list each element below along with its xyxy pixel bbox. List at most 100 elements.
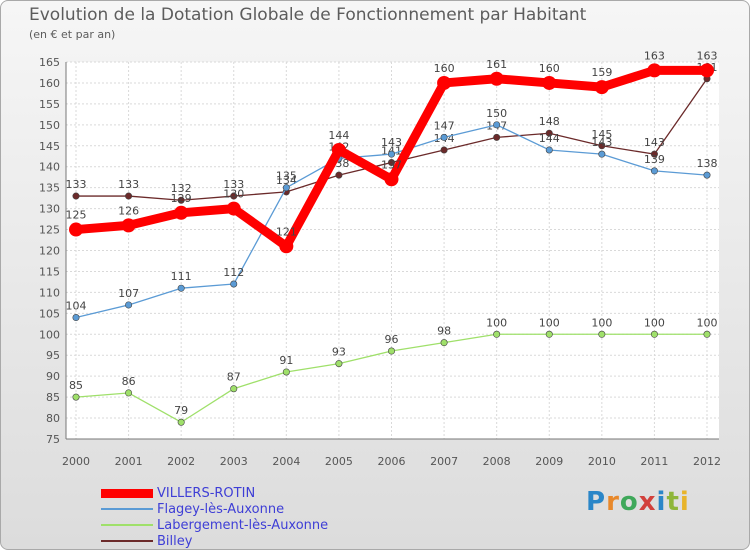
data-point-flagey-l-s-auxonne <box>703 171 711 179</box>
data-point-billey <box>493 133 501 141</box>
data-point-flagey-l-s-auxonne <box>650 167 658 175</box>
data-label-billey: 133 <box>118 178 139 191</box>
data-point-villers-rotin <box>121 218 136 233</box>
data-label-villers-rotin: 137 <box>381 158 402 171</box>
y-tick-label: 145 <box>39 140 60 153</box>
data-label-flagey-l-s-auxonne: 139 <box>644 153 665 166</box>
data-label-labergement-l-s-auxonne: 85 <box>69 379 83 392</box>
data-point-billey <box>598 142 606 150</box>
data-point-labergement-l-s-auxonne <box>387 347 395 355</box>
legend-item-flagey: Flagey-lès-Auxonne <box>101 501 328 517</box>
data-label-billey: 143 <box>644 136 665 149</box>
legend-item-labergement: Labergement-lès-Auxonne <box>101 517 328 533</box>
data-label-flagey-l-s-auxonne: 107 <box>118 287 139 300</box>
x-tick-label: 2007 <box>430 455 458 468</box>
data-point-flagey-l-s-auxonne <box>545 146 553 154</box>
data-label-billey: 133 <box>66 178 87 191</box>
data-label-flagey-l-s-auxonne: 111 <box>171 270 192 283</box>
y-tick-label: 75 <box>46 433 60 446</box>
data-label-billey: 132 <box>171 182 192 195</box>
data-point-villers-rotin <box>174 205 189 220</box>
data-point-villers-rotin <box>384 172 399 187</box>
data-label-flagey-l-s-auxonne: 138 <box>697 157 718 170</box>
y-tick-label: 100 <box>39 328 60 341</box>
data-point-flagey-l-s-auxonne <box>282 184 290 192</box>
data-label-labergement-l-s-auxonne: 96 <box>385 333 399 346</box>
x-tick-label: 2011 <box>640 455 668 468</box>
x-tick-label: 2003 <box>220 455 248 468</box>
data-label-flagey-l-s-auxonne: 143 <box>381 136 402 149</box>
data-point-billey <box>72 192 80 200</box>
y-tick-label: 125 <box>39 224 60 237</box>
data-point-villers-rotin <box>542 75 557 90</box>
data-label-villers-rotin: 129 <box>171 192 192 205</box>
y-tick-label: 155 <box>39 98 60 111</box>
data-label-villers-rotin: 144 <box>328 129 349 142</box>
y-tick-label: 80 <box>46 412 60 425</box>
data-point-billey <box>440 146 448 154</box>
y-tick-label: 135 <box>39 182 60 195</box>
data-point-labergement-l-s-auxonne <box>177 418 185 426</box>
data-label-labergement-l-s-auxonne: 98 <box>437 325 451 338</box>
y-tick-label: 85 <box>46 391 60 404</box>
data-label-villers-rotin: 126 <box>118 204 139 217</box>
data-point-labergement-l-s-auxonne <box>440 339 448 347</box>
legend-swatch-labergement <box>101 524 153 526</box>
y-tick-label: 105 <box>39 307 60 320</box>
data-point-flagey-l-s-auxonne <box>440 133 448 141</box>
data-point-billey <box>650 150 658 158</box>
logo-letter: x <box>638 487 657 517</box>
y-tick-label: 150 <box>39 119 60 132</box>
legend-label: Flagey-lès-Auxonne <box>157 501 285 517</box>
y-tick-label: 95 <box>46 349 60 362</box>
data-label-villers-rotin: 130 <box>223 188 244 201</box>
data-point-flagey-l-s-auxonne <box>72 314 80 322</box>
x-tick-label: 2002 <box>167 455 195 468</box>
x-tick-label: 2005 <box>325 455 353 468</box>
data-label-labergement-l-s-auxonne: 93 <box>332 346 346 359</box>
data-label-flagey-l-s-auxonne: 112 <box>223 266 244 279</box>
data-point-labergement-l-s-auxonne <box>335 360 343 368</box>
data-label-villers-rotin: 163 <box>697 49 718 62</box>
data-point-villers-rotin <box>489 71 504 86</box>
x-tick-label: 2001 <box>115 455 143 468</box>
logo-letter: o <box>619 487 639 517</box>
data-point-labergement-l-s-auxonne <box>545 330 553 338</box>
data-point-villers-rotin <box>226 201 241 216</box>
data-label-villers-rotin: 125 <box>66 209 87 222</box>
data-point-flagey-l-s-auxonne <box>493 121 501 129</box>
x-tick-label: 2008 <box>483 455 511 468</box>
data-point-labergement-l-s-auxonne <box>125 389 133 397</box>
logo-letter: i <box>656 487 667 517</box>
data-label-villers-rotin: 121 <box>276 225 297 238</box>
y-tick-label: 110 <box>39 286 60 299</box>
data-point-villers-rotin <box>594 80 609 95</box>
x-tick-label: 2012 <box>693 455 721 468</box>
x-tick-label: 2006 <box>378 455 406 468</box>
data-point-labergement-l-s-auxonne <box>282 368 290 376</box>
y-tick-label: 160 <box>39 77 60 90</box>
data-label-labergement-l-s-auxonne: 100 <box>591 316 612 329</box>
proxiti-logo: Proxiti <box>586 487 690 517</box>
data-point-billey <box>230 192 238 200</box>
data-point-villers-rotin <box>647 63 662 78</box>
data-point-labergement-l-s-auxonne <box>72 393 80 401</box>
legend-swatch-villers-rotin <box>101 488 153 498</box>
data-point-billey <box>177 196 185 204</box>
y-tick-label: 90 <box>46 370 60 383</box>
data-label-flagey-l-s-auxonne: 144 <box>539 132 560 145</box>
chart-subtitle: (en € et par an) <box>29 28 116 41</box>
y-tick-label: 115 <box>39 265 60 278</box>
legend-label: Billey <box>157 533 193 549</box>
data-label-labergement-l-s-auxonne: 87 <box>227 371 241 384</box>
data-point-flagey-l-s-auxonne <box>230 280 238 288</box>
data-label-villers-rotin: 159 <box>591 66 612 79</box>
data-point-villers-rotin <box>700 63 714 78</box>
logo-letter: P <box>586 487 607 517</box>
data-label-flagey-l-s-auxonne: 150 <box>486 107 507 120</box>
chart-title: Evolution de la Dotation Globale de Fonc… <box>29 5 587 25</box>
logo-letter: i <box>679 487 690 517</box>
data-label-labergement-l-s-auxonne: 100 <box>697 316 718 329</box>
data-label-villers-rotin: 161 <box>486 58 507 71</box>
data-point-villers-rotin <box>437 75 452 90</box>
